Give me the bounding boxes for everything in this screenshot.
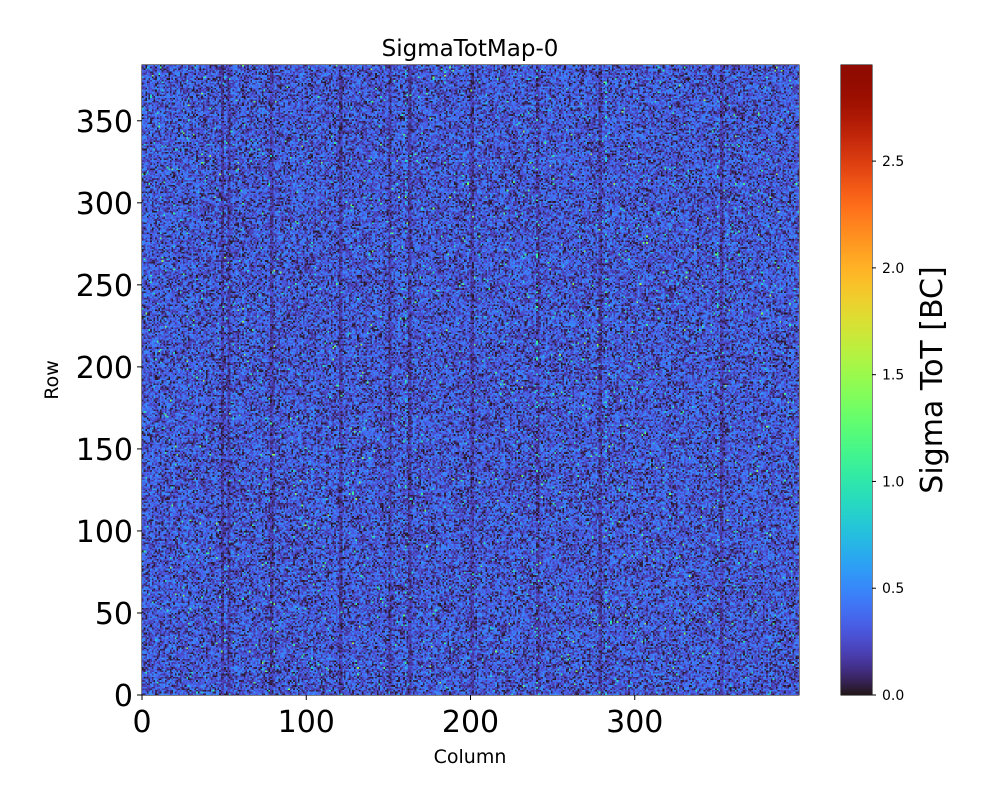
y-axis-label: Row <box>41 360 63 400</box>
y-tick-label: 100 <box>76 515 133 550</box>
x-tick-labels: 0 100 200 300 <box>132 705 663 740</box>
y-tick-label: 50 <box>95 597 133 632</box>
colorbar-tick-labels: 0.0 0.5 1.0 1.5 2.0 2.5 <box>882 154 904 704</box>
x-axis-label: Column <box>434 746 507 768</box>
y-tick-label: 200 <box>76 351 133 386</box>
y-tick-labels: 0 50 100 150 200 250 300 350 <box>76 105 133 714</box>
colorbar-tick-label: 2.5 <box>882 154 904 170</box>
x-tick-label: 300 <box>606 705 663 740</box>
colorbar-tick-label: 1.5 <box>882 368 904 384</box>
y-tick-label: 0 <box>114 679 133 714</box>
tick-marks <box>137 120 876 700</box>
colorbar-label: Sigma ToT [BC] <box>915 266 950 493</box>
y-tick-label: 350 <box>76 105 133 140</box>
colorbar-tick-label: 2.0 <box>882 261 904 277</box>
colorbar-tick-label: 0.0 <box>882 688 904 704</box>
colorbar-tick-label: 1.0 <box>882 474 904 490</box>
y-tick-label: 300 <box>76 187 133 222</box>
colorbar-tick-label: 0.5 <box>882 581 904 597</box>
x-tick-label: 200 <box>442 705 499 740</box>
y-tick-label: 250 <box>76 269 133 304</box>
colorbar-gradient <box>841 65 872 695</box>
y-tick-label: 150 <box>76 433 133 468</box>
heatmap-cells <box>142 65 799 695</box>
x-tick-label: 0 <box>132 705 151 740</box>
chart-title: SigmaTotMap-0 <box>382 36 559 62</box>
x-tick-label: 100 <box>278 705 335 740</box>
